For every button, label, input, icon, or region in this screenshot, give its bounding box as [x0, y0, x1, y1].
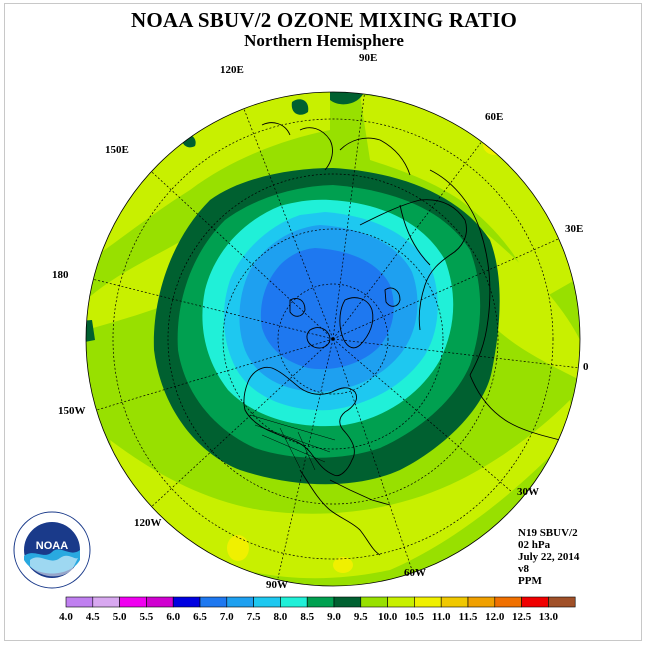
- colorbar-tick-label: 11.5: [459, 611, 478, 623]
- colorbar-cell: [494, 596, 522, 608]
- colorbar-tick-label: 10.0: [378, 611, 398, 623]
- colorbar-cell: [548, 596, 576, 608]
- lon-label-180: 180: [52, 269, 69, 281]
- colorbar-tick-label: 7.0: [220, 611, 234, 623]
- colorbar-tick-label: 9.5: [354, 611, 368, 623]
- colorbar-tick-label: 7.5: [247, 611, 261, 623]
- noaa-logo: NOAA: [13, 511, 91, 589]
- ozone-band-6-6.5: [260, 248, 394, 370]
- colorbar-tick-label: 4.0: [59, 611, 73, 623]
- lon-label-150w: 150W: [58, 405, 86, 417]
- image-frame: [4, 3, 642, 641]
- lon-label-90e: 90E: [359, 52, 377, 64]
- colorbar-cell: [199, 596, 228, 608]
- page-title: NOAA SBUV/2 OZONE MIXING RATIO: [131, 8, 517, 32]
- info-instrument: N19 SBUV/2: [518, 527, 578, 539]
- colorbar-cell: [306, 596, 335, 608]
- colorbar-cell: [146, 596, 174, 608]
- lon-label-60e: 60E: [485, 111, 503, 123]
- colorbar-tick-label: 6.0: [166, 611, 180, 623]
- lon-label-120w: 120W: [134, 517, 162, 529]
- lon-label-90w: 90W: [266, 579, 288, 591]
- lon-label-60w: 60W: [404, 567, 426, 579]
- colorbar-cell: [92, 596, 120, 608]
- colorbar-tick-label: 13.0: [539, 611, 559, 623]
- colorbar-tick-label: 12.0: [485, 611, 505, 623]
- colorbar-tick-label: 8.5: [300, 611, 314, 623]
- colorbar-cell: [387, 596, 415, 608]
- colorbar-cell: [414, 596, 442, 608]
- logo-text: NOAA: [36, 540, 68, 552]
- info-date: July 22, 2014: [518, 551, 580, 563]
- lon-label-150e: 150E: [105, 144, 129, 156]
- colorbar-tick-label: 10.5: [405, 611, 425, 623]
- lon-label-0: 0: [583, 361, 589, 373]
- colorbar-tick-label: 5.5: [140, 611, 154, 623]
- colorbar-tick-label: 5.0: [113, 611, 127, 623]
- colorbar-cell: [440, 596, 469, 608]
- info-version: v8: [518, 563, 529, 575]
- colorbar-tick-label: 4.5: [86, 611, 100, 623]
- colorbar-cell: [467, 596, 496, 608]
- info-pressure: 02 hPa: [518, 539, 551, 551]
- lon-label-120e: 120E: [220, 64, 244, 76]
- graticule: [86, 92, 580, 579]
- colorbar-cell: [280, 596, 308, 608]
- colorbar-cell: [119, 596, 147, 608]
- colorbar-tick-label: 9.0: [327, 611, 341, 623]
- colorbar-cell: [65, 596, 94, 608]
- colorbar-cell: [333, 596, 362, 608]
- colorbar-cell: [226, 596, 254, 608]
- colorbar-cell: [172, 596, 201, 608]
- hemisphere-outline: [85, 91, 581, 587]
- lon-label-30e: 30E: [565, 223, 583, 235]
- colorbar-tick-label: 11.0: [432, 611, 451, 623]
- coastlines: [243, 122, 561, 556]
- colorbar-tick-label: 8.0: [274, 611, 288, 623]
- colorbar-tick-label: 6.5: [193, 611, 207, 623]
- info-units: PPM: [518, 575, 542, 587]
- colorbar-tick-label: 12.5: [512, 611, 532, 623]
- page-subtitle: Northern Hemisphere: [244, 31, 404, 50]
- colorbar-cell: [360, 596, 388, 608]
- colorbar-cell: [521, 596, 549, 608]
- colorbar-cell: [253, 596, 281, 608]
- lon-label-30w: 30W: [517, 486, 539, 498]
